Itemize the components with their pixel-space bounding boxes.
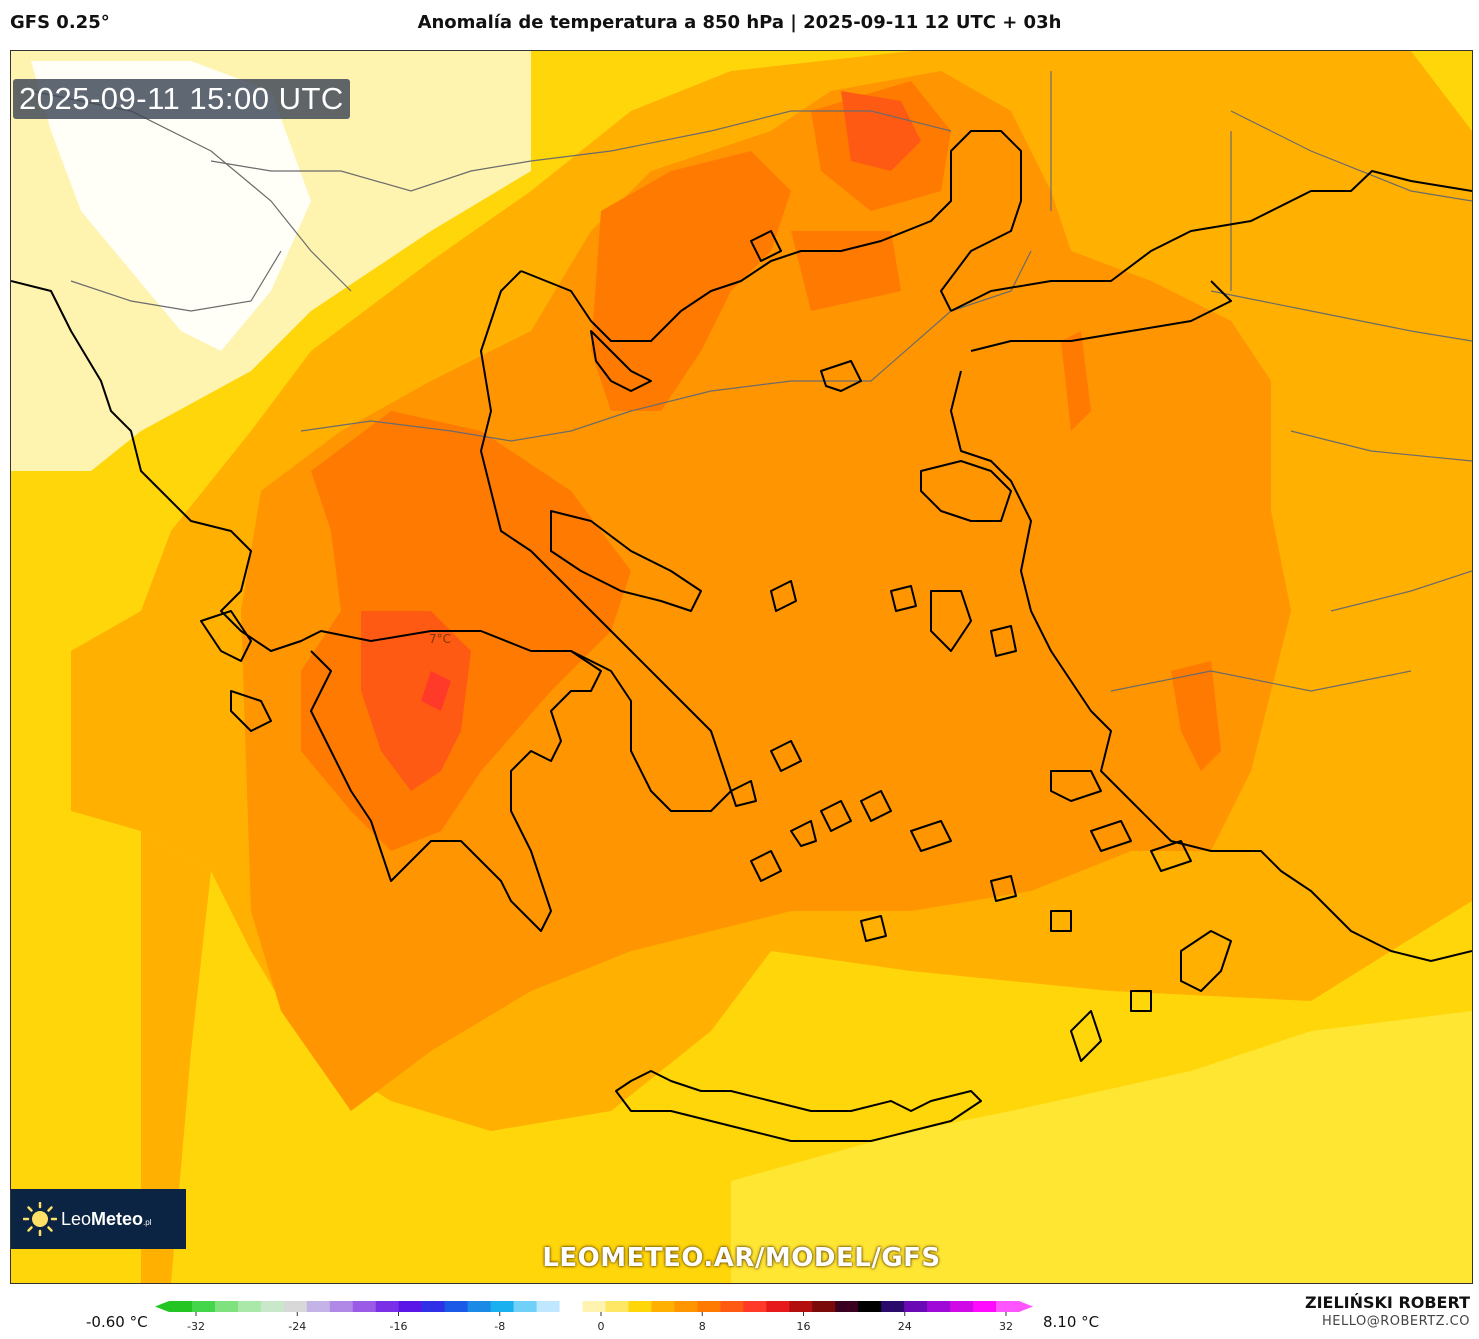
anomaly-fill-dark-orange-turkey (1171, 661, 1221, 771)
color-scale-swatch (237, 1301, 262, 1312)
anomaly-fill-hot-core (361, 611, 471, 791)
color-scale-swatch (214, 1301, 239, 1312)
map-title: Anomalía de temperatura a 850 hPa | 2025… (417, 12, 1062, 33)
color-scale-swatch (881, 1301, 905, 1312)
color-scale-swatch (973, 1301, 997, 1312)
logo-text: LeoMeteo.pl (61, 1208, 152, 1229)
color-scale-swatch (444, 1301, 469, 1312)
color-scale-swatch (421, 1301, 446, 1312)
color-scale-swatch (996, 1301, 1020, 1312)
scale-tick-label: -32 (187, 1320, 205, 1333)
color-scale-swatch (904, 1301, 928, 1312)
scale-tick-label: -24 (288, 1320, 306, 1333)
color-scale-swatch (766, 1301, 790, 1312)
anomaly-fill-peak (421, 671, 451, 711)
color-scale-swatch (605, 1301, 630, 1312)
scale-tick-label: -8 (494, 1320, 505, 1333)
scale-tick-label: 24 (898, 1320, 912, 1333)
color-scale-ticks: -32 -24 -16 -8 0 8 16 24 32 (187, 1312, 1013, 1333)
author-name: ZIELIŃSKI ROBERT (1304, 1293, 1470, 1312)
color-scale-swatch (812, 1301, 836, 1312)
color-scale-swatch (191, 1301, 216, 1312)
scale-tick-label: 16 (797, 1320, 811, 1333)
color-scale-swatch (536, 1301, 561, 1312)
color-scale-swatch (513, 1301, 538, 1312)
timestamp-label: 2025-09-11 15:00 UTC (13, 79, 350, 119)
color-scale-swatch (697, 1301, 721, 1312)
author-email: HELLO@ROBERTZ.CO (1321, 1314, 1470, 1329)
color-scale-swatch (651, 1301, 675, 1312)
scale-tick-label: 8 (699, 1320, 706, 1333)
color-scale-swatch (467, 1301, 492, 1312)
color-scale-swatch (927, 1301, 951, 1312)
color-scale-swatch (398, 1301, 423, 1312)
scale-tick-label: 32 (999, 1320, 1013, 1333)
sun-icon (23, 1202, 57, 1236)
scale-tick-label: -16 (390, 1320, 408, 1333)
anomaly-fill-orange (241, 71, 1291, 1111)
website-watermark: LEOMETEO.AR/MODEL/GFS (542, 1243, 941, 1273)
color-scale-swatch (835, 1301, 859, 1312)
anomaly-fill-pale-se (731, 1011, 1472, 1283)
coastlines (11, 130, 1472, 1142)
scale-min-arrow (155, 1301, 169, 1312)
color-scale-swatch (789, 1301, 813, 1312)
legend-max-label: 8.10 °C (1043, 1313, 1100, 1331)
color-scale-swatch (306, 1301, 331, 1312)
color-scale-swatch (858, 1301, 882, 1312)
author-block: ZIELIŃSKI ROBERT HELLO@ROBERTZ.CO (1305, 1293, 1470, 1329)
leometeo-logo: LeoMeteo.pl (11, 1189, 186, 1249)
color-scale-swatch (375, 1301, 400, 1312)
color-scale-swatch (329, 1301, 354, 1312)
color-scale-swatch (674, 1301, 698, 1312)
legend-min-label: -0.60 °C (86, 1313, 148, 1331)
model-label: GFS 0.25° (10, 12, 110, 33)
country-borders (30, 71, 1472, 692)
color-scale-swatch (559, 1301, 584, 1312)
color-scale-swatch (628, 1301, 653, 1312)
color-scale-swatch (169, 1301, 193, 1312)
scale-tick-label: 0 (598, 1320, 605, 1333)
anomaly-fill-white (31, 61, 311, 351)
temperature-anomaly-map: 7°C (11, 51, 1472, 1283)
color-scale-swatch (260, 1301, 285, 1312)
anomaly-fill-dark-orange-marmara (1061, 331, 1091, 431)
color-scale-swatch (582, 1301, 607, 1312)
map-area[interactable]: 7°C 2025-09-11 15:00 UTC LeoMeteo.pl LEO… (10, 50, 1473, 1284)
color-scale-swatch (720, 1301, 744, 1312)
anomaly-fill-dark-orange-north (591, 151, 791, 411)
contour-label: 7°C (429, 632, 451, 646)
color-scale-swatch (352, 1301, 377, 1312)
color-scale-swatch (283, 1301, 308, 1312)
anomaly-fill-light-orange-west (141, 831, 211, 1283)
color-scale-swatch (950, 1301, 974, 1312)
color-scale-bar (155, 1301, 1033, 1312)
color-scale-legend: -32 -24 -16 -8 0 8 16 24 32 (155, 1301, 1033, 1333)
scale-max-arrow (1019, 1301, 1033, 1312)
color-scale-swatch (743, 1301, 767, 1312)
color-scale-swatch (490, 1301, 515, 1312)
